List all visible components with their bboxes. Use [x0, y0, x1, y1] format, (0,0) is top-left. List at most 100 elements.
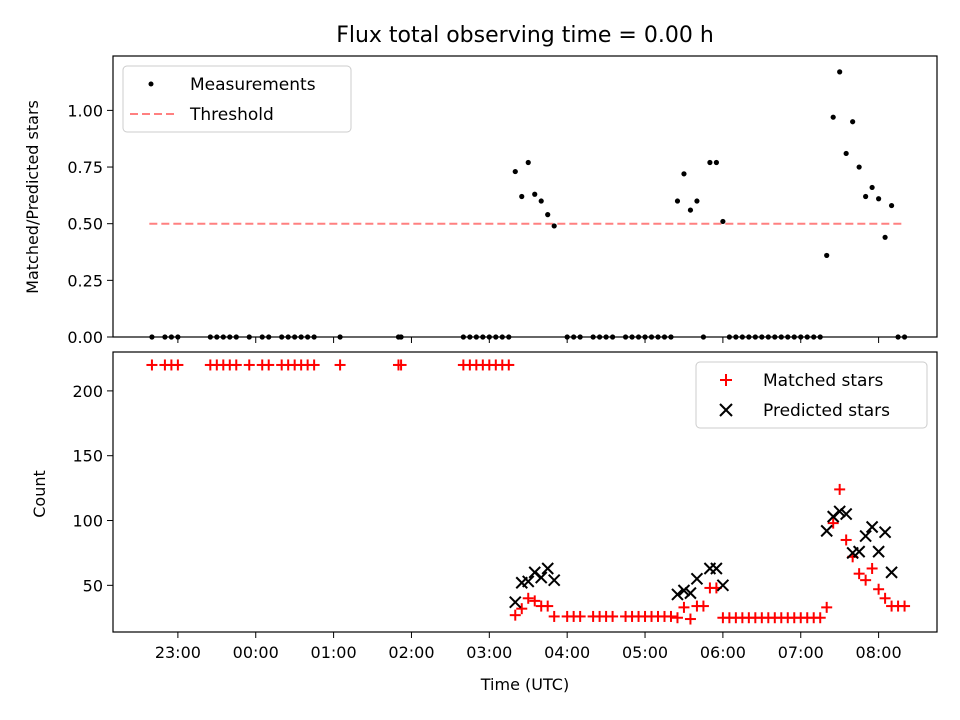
measurement-point — [856, 164, 862, 170]
xtick-label: 01:00 — [311, 643, 357, 662]
measurement-point — [882, 234, 888, 240]
measurement-point — [888, 202, 895, 209]
measurement-point — [519, 193, 525, 200]
xtick-label: 04:00 — [544, 643, 590, 662]
measurement-point — [869, 184, 875, 191]
predicted-star-point — [872, 545, 885, 558]
matched-star-point — [395, 359, 407, 371]
matched-star-point — [172, 359, 184, 371]
measurement-point — [545, 212, 551, 218]
legend-label-measurements: Measurements — [190, 75, 316, 95]
predicted-star-point — [878, 525, 892, 539]
matched-star-point — [697, 600, 709, 612]
predicted-star-point — [839, 507, 853, 521]
measurement-point — [538, 198, 544, 204]
bottom-ytick-label: 100 — [72, 512, 103, 531]
predicted-star-point — [535, 571, 548, 584]
top-legend: Measurements Threshold — [122, 65, 352, 133]
predicted-star-point — [852, 545, 866, 558]
chart-title: Flux total observing time = 0.00 h — [336, 23, 714, 48]
predicted-star-point — [522, 575, 535, 588]
xtick-label: 03:00 — [466, 643, 512, 662]
matched-star-point — [607, 610, 619, 622]
predicted-star-point — [716, 579, 730, 592]
matched-star-point — [827, 517, 839, 529]
top-ytick-label: 0.00 — [67, 328, 103, 347]
matched-star-point — [548, 610, 560, 622]
matched-star-point — [230, 359, 242, 371]
matched-star-point — [866, 562, 878, 574]
bottom-plot: 50 100 150 200 23:00 00:00 01:00 02:00 03:00 04:0… — [72, 359, 911, 662]
measurement-point — [713, 159, 720, 166]
matched-star-point — [263, 359, 275, 371]
measurement-point — [876, 196, 882, 202]
measurement-point — [512, 168, 518, 175]
matched-star-point — [873, 583, 885, 595]
measurement-point — [720, 218, 726, 225]
measurement-point — [837, 69, 843, 75]
measurement-point — [850, 119, 856, 125]
predicted-star-point — [677, 584, 691, 597]
predicted-star-point — [541, 562, 554, 575]
matched-star-point — [684, 613, 696, 625]
xtick-label: 06:00 — [700, 643, 746, 662]
matched-star-point — [678, 601, 690, 613]
xtick-label: 23:00 — [155, 643, 201, 662]
measurement-point — [830, 114, 836, 120]
matched-star-point — [334, 359, 346, 371]
bottom-ylabel: Count — [30, 470, 49, 518]
matched-star-point — [503, 359, 515, 371]
measurement-point — [532, 191, 538, 197]
measurement-point — [525, 159, 531, 166]
xlabel: Time (UTC) — [480, 675, 569, 694]
measurement-point — [824, 252, 830, 259]
matched-star-point — [834, 483, 846, 495]
matched-star-point — [879, 592, 891, 604]
measurement-point — [687, 207, 694, 213]
xtick-label: 00:00 — [233, 643, 279, 662]
legend-label-predicted: Predicted stars — [763, 401, 890, 421]
top-ytick-label: 0.75 — [67, 158, 103, 177]
matched-star-point — [853, 568, 865, 580]
matched-star-point — [840, 534, 852, 546]
predicted-star-point — [690, 572, 704, 586]
measurement-point — [674, 198, 681, 204]
matched-star-point — [243, 359, 255, 371]
predicted-star-point — [833, 505, 846, 518]
xtick-label: 08:00 — [856, 643, 902, 662]
predicted-star-point — [865, 520, 879, 534]
measurement-point — [863, 193, 869, 200]
legend-label-matched: Matched stars — [763, 371, 883, 391]
matched-star-point — [860, 574, 872, 586]
measurement-point — [551, 223, 557, 229]
bottom-ytick-label: 150 — [72, 447, 103, 466]
matched-star-point — [146, 359, 158, 371]
top-ytick-label: 0.25 — [67, 271, 103, 290]
top-ytick-label: 0.50 — [67, 215, 103, 234]
xtick-label: 05:00 — [622, 643, 668, 662]
xtick-label: 02:00 — [388, 643, 434, 662]
top-axes-frame — [112, 55, 938, 338]
predicted-star-point — [710, 562, 723, 575]
matched-star-point — [308, 359, 320, 371]
matched-star-point — [529, 595, 541, 607]
predicted-star-point — [509, 595, 522, 609]
matched-star-point — [542, 600, 554, 612]
predicted-star-point — [684, 586, 697, 600]
matched-star-point — [899, 600, 911, 612]
matched-star-point — [509, 609, 521, 621]
xtick-label: 07:00 — [778, 643, 824, 662]
bottom-axes-frame — [112, 351, 938, 633]
legend-marker-measurements — [148, 81, 154, 87]
bottom-ytick-label: 50 — [83, 576, 103, 595]
matched-star-point — [516, 603, 528, 615]
legend-marker-predicted — [719, 403, 733, 417]
predicted-star-point — [859, 529, 872, 543]
measurement-point — [681, 171, 687, 177]
legend-label-threshold: Threshold — [189, 105, 274, 125]
matched-star-point — [522, 592, 534, 604]
matched-star-point — [665, 610, 677, 622]
matched-star-point — [814, 612, 826, 624]
matched-star-point — [821, 601, 833, 613]
